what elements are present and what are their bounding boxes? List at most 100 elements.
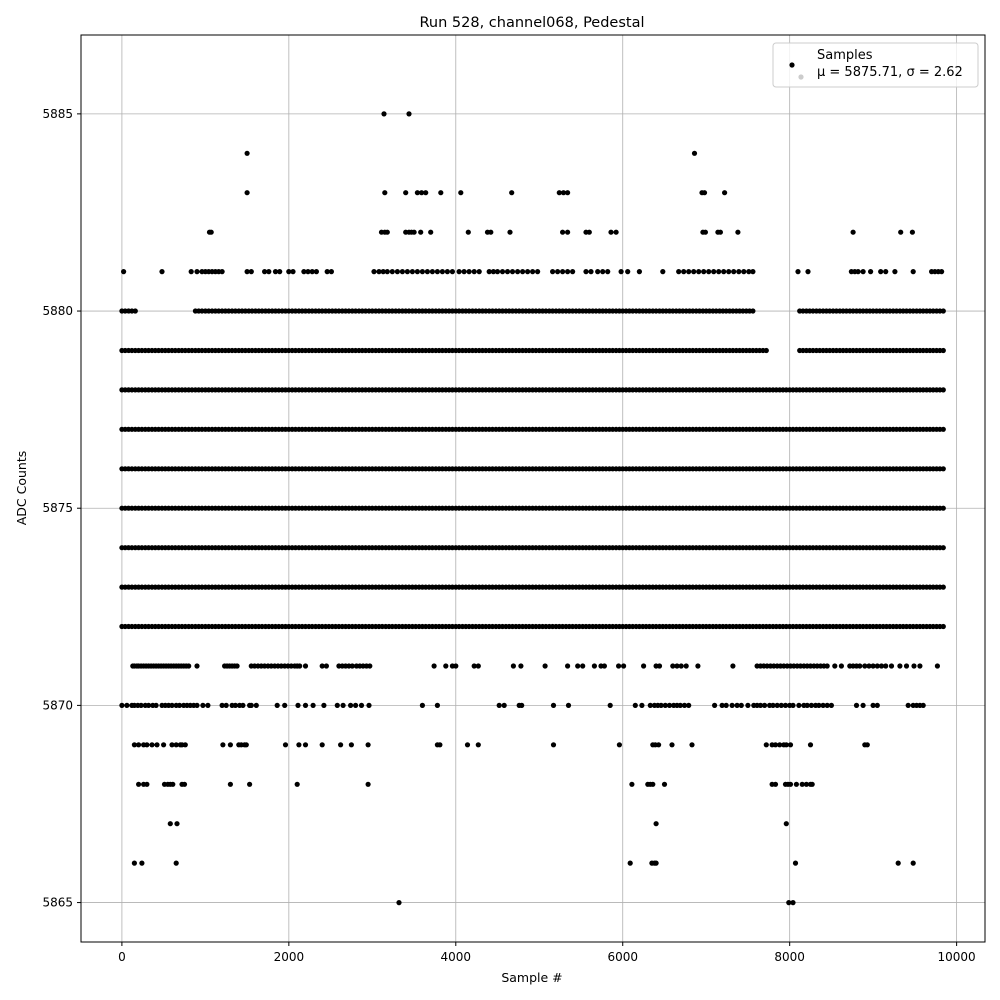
data-point: [194, 269, 200, 275]
data-point: [763, 742, 769, 748]
data-point: [792, 860, 799, 866]
data-point: [394, 269, 400, 275]
data-point: [731, 269, 737, 275]
data-point: [328, 269, 334, 275]
data-point: [772, 742, 779, 748]
data-point: [895, 860, 901, 866]
data-point: [601, 663, 608, 669]
data-point: [689, 742, 695, 748]
data-point: [423, 190, 429, 196]
data-point: [686, 702, 692, 709]
data-point: [565, 229, 571, 235]
data-point: [488, 229, 494, 235]
data-point: [458, 190, 464, 196]
data-point: [716, 269, 722, 275]
data-point: [613, 229, 619, 235]
data-point: [323, 663, 329, 669]
y-tick-label: 5870: [42, 698, 73, 712]
data-point: [719, 702, 725, 709]
data-point: [778, 702, 784, 709]
data-point: [662, 702, 668, 709]
data-point: [466, 269, 472, 275]
data-point: [144, 742, 150, 748]
data-point: [244, 150, 250, 156]
data-point: [365, 781, 371, 787]
data-point: [804, 702, 810, 709]
data-point: [575, 663, 581, 669]
data-point: [295, 702, 301, 709]
data-point: [232, 702, 238, 709]
x-tick-label: 4000: [441, 950, 472, 964]
data-point: [868, 269, 874, 275]
data-point: [874, 702, 880, 709]
data-point: [438, 190, 444, 196]
data-point: [419, 269, 425, 275]
data-point: [353, 702, 359, 709]
data-point: [750, 308, 756, 314]
data-point: [424, 269, 430, 275]
grid-lines: [81, 35, 985, 942]
data-point: [504, 269, 511, 275]
data-point: [870, 663, 876, 669]
data-point: [653, 821, 659, 827]
data-point: [625, 269, 631, 275]
data-point: [738, 702, 744, 709]
data-point: [550, 702, 557, 709]
legend-label-samples: Samples: [817, 48, 873, 63]
data-point: [757, 702, 764, 709]
data-point: [358, 702, 365, 709]
data-point: [676, 269, 682, 275]
data-point: [227, 742, 233, 748]
data-point: [234, 663, 240, 669]
data-point: [403, 190, 409, 196]
legend-marker-2: [798, 74, 804, 80]
data-point: [153, 702, 159, 709]
x-tick-label: 6000: [607, 950, 638, 964]
data-point: [772, 781, 779, 787]
data-point: [717, 229, 724, 235]
chart-title: Run 528, channel068, Pedestal: [419, 15, 644, 31]
data-point: [248, 702, 254, 709]
data-point: [501, 702, 507, 709]
data-point: [301, 269, 307, 275]
data-points: [119, 111, 946, 906]
data-point: [866, 663, 872, 669]
data-point: [418, 229, 424, 235]
data-point: [542, 663, 548, 669]
data-point: [750, 269, 756, 275]
x-tick-label: 2000: [274, 950, 305, 964]
data-point: [898, 229, 904, 235]
data-point: [940, 308, 946, 314]
data-point: [439, 269, 445, 275]
data-point: [404, 269, 410, 275]
data-point: [670, 663, 676, 669]
data-point: [132, 308, 138, 314]
data-point: [820, 702, 826, 709]
data-point: [681, 702, 688, 709]
data-point: [173, 860, 179, 866]
data-point: [917, 663, 923, 669]
data-point: [437, 742, 443, 748]
data-point: [146, 702, 152, 709]
data-point: [729, 702, 735, 709]
data-point: [910, 269, 916, 275]
data-point: [911, 663, 917, 669]
data-point: [515, 269, 521, 275]
data-point: [496, 702, 502, 709]
data-point: [774, 702, 780, 709]
data-point: [816, 702, 822, 709]
data-point: [509, 190, 515, 196]
legend-label-stats: μ = 5875.71, σ = 2.62: [817, 65, 963, 80]
data-point: [799, 781, 805, 787]
data-point: [348, 702, 354, 709]
data-point: [706, 269, 712, 275]
data-point: [607, 702, 613, 709]
data-point: [803, 781, 810, 787]
data-point: [486, 269, 492, 275]
data-point: [324, 269, 330, 275]
data-point: [824, 702, 830, 709]
data-point: [169, 702, 175, 709]
plot-frame: [80, 34, 986, 943]
data-point: [805, 269, 811, 275]
data-point: [850, 229, 856, 235]
